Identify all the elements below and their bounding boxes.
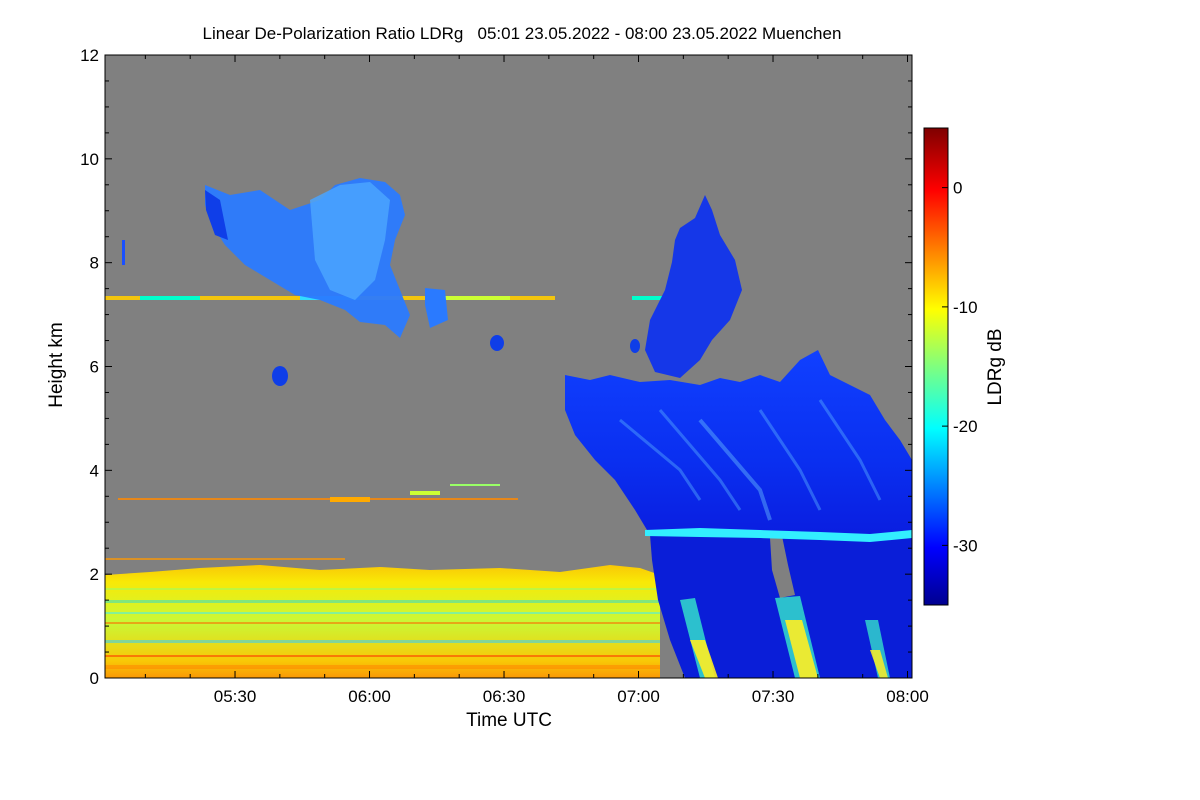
ice-cloud [565,350,912,535]
rain-gap [770,536,795,598]
y-tick-label: 6 [90,358,99,377]
rain-shafts [680,596,890,678]
colorbar [923,127,949,606]
y-tick-label: 8 [90,254,99,273]
chart-title: Linear De-Polarization Ratio LDRg 05:01 … [203,24,842,43]
heatmap-data [105,178,912,678]
y-tick-label: 4 [90,461,99,480]
x-tick-label: 07:30 [752,687,795,706]
x-tick-label: 08:00 [886,687,929,706]
y-tick-label: 0 [90,669,99,688]
boundary-layer-aerosol [105,565,660,678]
colorbar-tick-label: -30 [953,536,978,555]
colorbar-label: LDRg dB [985,328,1006,405]
x-tick-label: 05:30 [214,687,257,706]
colorbar-axis: 0 -10 -20 -30 [942,179,978,555]
colorbar-tick-label: -10 [953,298,978,317]
elevated-aerosol-layer [105,484,518,560]
boundary-layer-streaks [105,588,660,669]
cirrus-cloud [122,178,640,386]
x-axis: 05:30 06:00 06:30 07:00 07:30 08:00 [144,55,929,706]
melting-layer [645,528,912,542]
ice-cloud-streaks [619,399,882,521]
y-axis: 0 2 4 6 8 10 12 [80,46,912,688]
colorbar-tick-label: 0 [953,179,962,198]
x-axis-label: Time UTC [466,710,552,731]
x-tick-label: 06:30 [483,687,526,706]
y-tick-label: 2 [90,565,99,584]
y-axis-label: Height km [46,322,67,408]
colorbar-tick-label: -20 [953,417,978,436]
upper-ice-cloud [645,195,742,378]
x-tick-label: 06:00 [348,687,391,706]
y-tick-label: 12 [80,46,99,65]
y-tick-label: 10 [80,150,99,169]
x-tick-label: 07:00 [617,687,660,706]
